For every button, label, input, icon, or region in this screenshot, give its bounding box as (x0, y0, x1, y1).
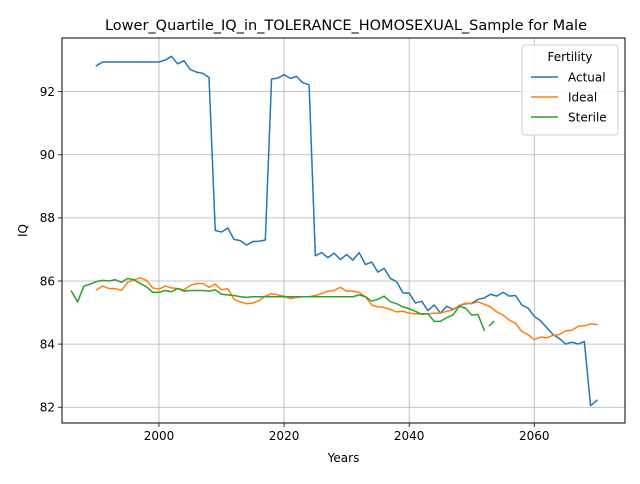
series-line-actual (95, 55, 598, 407)
series-line-sterile (70, 277, 486, 332)
x-tick-label: 2000 (144, 429, 175, 443)
plot-area-frame (61, 37, 626, 424)
series-line-ideal (95, 277, 598, 341)
x-tick-label: 2060 (519, 429, 550, 443)
y-tick-label: 92 (40, 85, 55, 99)
chart-title: Lower_Quartile_IQ_in_TOLERANCE_HOMOSEXUA… (105, 18, 587, 34)
y-axis-label: IQ (16, 224, 30, 237)
y-tick-label: 82 (40, 401, 55, 415)
series-line-sterile (488, 320, 495, 327)
legend-title: Fertility (547, 50, 592, 64)
x-axis-ticks: 2000 2020 2040 2060 (144, 423, 550, 443)
legend: Fertility Actual Ideal Sterile (521, 44, 619, 136)
y-tick-label: 90 (40, 148, 55, 162)
legend-label-ideal: Ideal (568, 90, 597, 104)
legend-label-sterile: Sterile (568, 110, 607, 124)
y-tick-label: 86 (40, 274, 55, 288)
series-lines (70, 55, 598, 407)
y-axis-ticks: 82 84 86 88 90 92 (40, 85, 62, 415)
x-tick-label: 2020 (269, 429, 300, 443)
x-axis-label: Years (327, 451, 360, 465)
legend-label-actual: Actual (568, 70, 606, 84)
y-tick-label: 84 (40, 337, 55, 351)
x-tick-label: 2040 (394, 429, 425, 443)
y-tick-label: 88 (40, 211, 55, 225)
legend-box (521, 44, 619, 136)
legend-entries: Actual Ideal Sterile (531, 70, 607, 124)
